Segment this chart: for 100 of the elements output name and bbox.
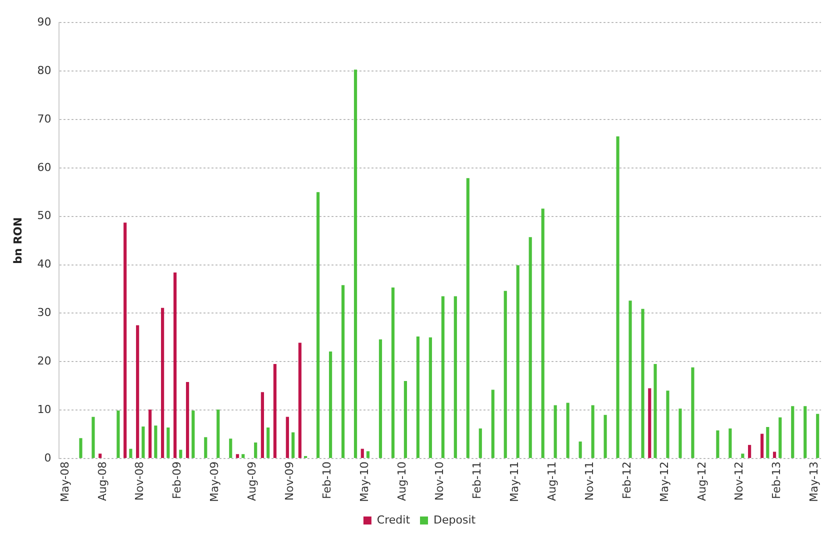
bar (591, 405, 594, 458)
bar (641, 308, 644, 458)
bar (772, 452, 776, 458)
bar (678, 408, 682, 458)
bar (741, 454, 744, 458)
bar (654, 364, 657, 458)
bar (179, 450, 182, 458)
bar (366, 451, 370, 458)
bar (154, 426, 158, 458)
bar (98, 454, 102, 458)
bar (391, 288, 395, 458)
y-tick-label: 80 (37, 64, 52, 77)
bar (266, 427, 270, 458)
y-tick-label: 30 (37, 306, 52, 320)
bar (254, 442, 258, 458)
x-tick-label: Aug-10 (396, 461, 409, 501)
bar (273, 364, 276, 458)
x-tick-label: May-11 (508, 461, 521, 502)
bar (816, 414, 820, 458)
bar (791, 406, 794, 458)
bar (124, 222, 127, 458)
bar (478, 428, 482, 458)
x-tick-label: May-08 (58, 461, 72, 502)
bar (491, 390, 494, 458)
bar (604, 414, 607, 458)
bar (760, 434, 764, 458)
bar (541, 208, 544, 458)
bar (216, 410, 220, 458)
bar (504, 290, 507, 458)
x-tick-label: Aug-09 (246, 461, 259, 501)
bar (129, 448, 132, 458)
legend-label: Deposit (434, 513, 476, 526)
bar (691, 367, 694, 458)
bar (136, 325, 140, 458)
y-axis-title: bn RON (11, 217, 24, 264)
legend-label: Credit (376, 513, 411, 526)
x-tick-label: May-09 (208, 461, 222, 502)
bar (161, 308, 164, 458)
bar (142, 426, 145, 458)
x-tick-label: May-12 (658, 461, 671, 502)
bar (778, 417, 782, 458)
bar (416, 336, 420, 458)
y-tick-label: 10 (37, 402, 52, 416)
bar (648, 388, 652, 458)
x-tick-label: Nov-12 (732, 461, 746, 501)
bar (92, 416, 95, 458)
bar (204, 437, 208, 458)
bar (528, 237, 532, 458)
bar (298, 342, 302, 458)
x-tick-label: May-13 (808, 461, 821, 502)
bar (341, 285, 345, 458)
y-tick-label: 0 (44, 451, 52, 464)
bar (428, 337, 432, 458)
bar (441, 296, 444, 458)
bar (404, 380, 408, 458)
bar (766, 427, 770, 458)
x-tick-label: Feb-10 (320, 461, 334, 499)
x-tick-label: Nov-10 (432, 461, 446, 501)
x-tick-label: Feb-13 (770, 461, 784, 499)
bar (728, 428, 732, 458)
x-tick-label: Feb-09 (170, 461, 184, 499)
bar (360, 448, 364, 458)
bar (242, 454, 245, 458)
bar (578, 442, 582, 458)
bar (716, 430, 720, 458)
x-tick-label: Aug-12 (695, 461, 708, 501)
x-tick-label: Feb-11 (470, 461, 484, 499)
y-tick-label: 50 (37, 209, 52, 222)
bar (148, 410, 152, 458)
bar (328, 351, 332, 458)
bar (354, 70, 358, 458)
bar (566, 402, 570, 458)
bar (748, 444, 752, 458)
bar (292, 432, 295, 458)
x-tick-label: Aug-11 (545, 461, 558, 501)
bar (628, 300, 632, 458)
bar (236, 454, 240, 458)
y-tick-label: 20 (37, 354, 52, 368)
bar (554, 405, 557, 458)
x-tick-label: Nov-08 (133, 461, 146, 501)
bar (166, 427, 170, 458)
y-tick-label: 60 (37, 160, 52, 174)
bar (186, 382, 190, 458)
y-tick-label: 70 (37, 112, 52, 126)
bar (378, 339, 382, 458)
x-tick-label: Nov-09 (283, 461, 296, 501)
bar (616, 136, 620, 458)
bar (173, 272, 177, 458)
bar (229, 438, 232, 458)
x-tick-label: May-10 (358, 461, 372, 502)
y-tick-label: 90 (37, 15, 52, 28)
bar (116, 410, 120, 458)
bar (260, 392, 264, 458)
bar (316, 192, 320, 458)
bar (79, 438, 82, 458)
bar (286, 416, 289, 458)
bar (666, 390, 670, 458)
bar (192, 410, 195, 458)
bar (454, 296, 457, 458)
bar (516, 265, 520, 458)
